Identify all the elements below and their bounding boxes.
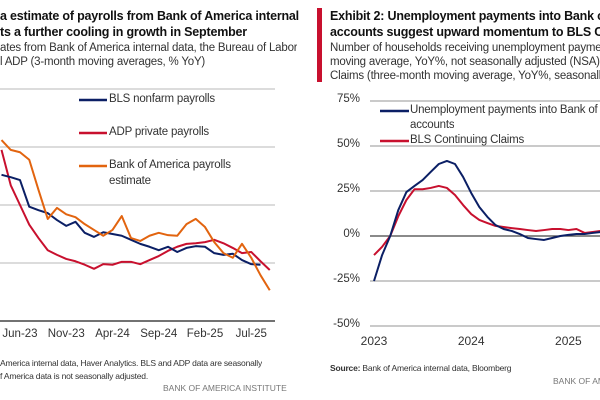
right-y-tick-label: -25%: [333, 273, 360, 285]
left-chart-title-line1: a estimate of payrolls from Bank of Amer…: [0, 9, 299, 23]
right-source: Source: Bank of America internal data, B…: [330, 363, 511, 373]
legend-label-boa-line2: estimate: [109, 175, 151, 187]
left-chart-title-line2: ts a further cooling in growth in Septem…: [0, 25, 247, 39]
left-x-tick-label: Apr-24: [95, 328, 130, 340]
right-brand: BANK OF AM: [553, 376, 600, 386]
left-chart-subtitle-line1: ates from Bank of America internal data,…: [0, 42, 298, 54]
left-chart-subtitle-line2: l ADP (3-month moving averages, % YoY): [0, 56, 206, 68]
source-text: Bank of America internal data, Bloomberg: [360, 363, 512, 373]
legend-label-unemployment-payments-line1: Unemployment payments into Bank of: [410, 104, 598, 116]
legend-label-bls: BLS nonfarm payrolls: [109, 93, 215, 105]
right-x-tick-label: 2024: [457, 334, 485, 348]
right-x-tick-label: 2025: [555, 334, 582, 348]
left-x-tick-label: Nov-23: [47, 328, 85, 340]
right-y-tick-label: 75%: [336, 93, 360, 105]
right-y-tick-label: 25%: [336, 183, 360, 195]
left-x-tick-label: Jul-25: [235, 328, 267, 340]
source-label: Source:: [330, 363, 361, 373]
right-series-line-1: [373, 184, 600, 256]
right-y-tick-label: 0%: [343, 228, 360, 240]
right-series-line-0: [373, 159, 600, 282]
right-chart-subtitle-line1: Number of households receiving unemploym…: [330, 42, 600, 54]
legend-label-boa-line1: Bank of America payrolls: [109, 159, 231, 171]
left-source-line1: America internal data, Haver Analytics. …: [0, 358, 263, 368]
right-chart-subtitle-line2: moving average, YoY%, not seasonally adj…: [330, 56, 600, 68]
right-chart-title-line2: accounts suggest upward momentum to BLS …: [330, 25, 600, 39]
left-x-tick-label: Sep-24: [140, 328, 178, 340]
right-y-tick-label: 50%: [336, 138, 360, 150]
right-y-tick-label: -50%: [333, 318, 360, 330]
right-chart-subtitle-line3: Claims (three-month moving average, YoY%…: [330, 70, 600, 82]
left-series-line-1: [0, 149, 271, 271]
left-x-tick-label: Jun-23: [2, 328, 38, 340]
left-brand: BANK OF AMERICA INSTITUTE: [163, 383, 287, 393]
right-x-tick-label: 2023: [360, 334, 388, 348]
exhibit-accent-bar: [317, 8, 322, 82]
left-x-tick-label: Feb-25: [186, 328, 224, 340]
legend-label-continuing-claims: BLS Continuing Claims: [410, 134, 525, 146]
left-source-line2: f America data is not seasonally adjuste…: [0, 371, 148, 381]
legend-label-adp: ADP private payrolls: [109, 126, 209, 138]
legend-label-unemployment-payments-line2: accounts: [410, 119, 455, 131]
right-chart-title-line1: Exhibit 2: Unemployment payments into Ba…: [330, 9, 600, 23]
left-series-line-2: [0, 139, 271, 291]
